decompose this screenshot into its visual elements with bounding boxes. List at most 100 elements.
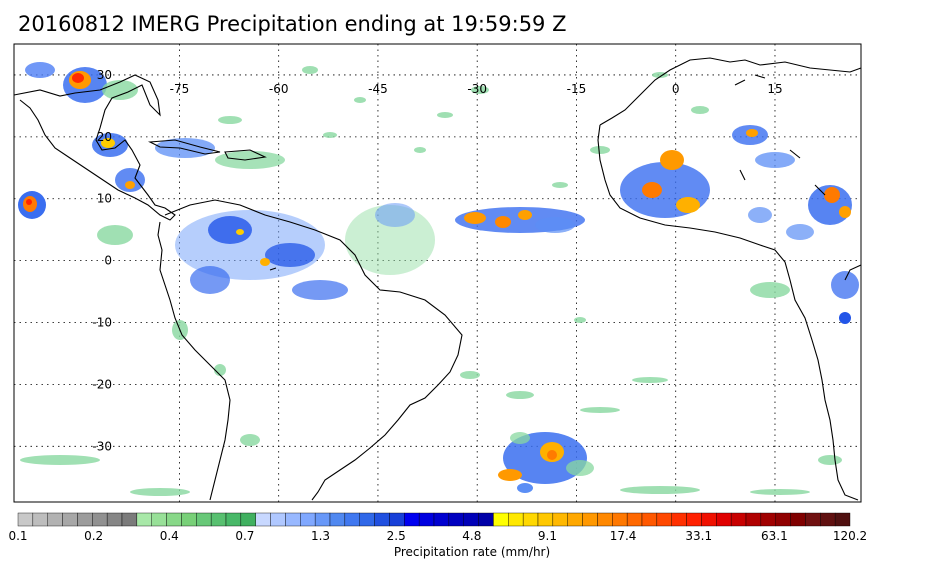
colorbar-swatch (62, 512, 78, 527)
colorbar-swatch (656, 512, 672, 527)
longitude-labels: -75 -60 -45 -30 -15 0 15 (170, 82, 783, 96)
colorbar-swatch (775, 512, 791, 527)
colorbar-swatch (701, 512, 717, 527)
colorbar-tick: 17.4 (610, 529, 637, 543)
coast-cuba (147, 139, 221, 155)
colorbar-swatch (196, 512, 212, 527)
rain-cluster-west-africa (620, 125, 859, 324)
colorbar-swatch (17, 512, 34, 527)
colorbar-swatch (493, 512, 509, 527)
colorbar-swatch (626, 512, 643, 527)
colorbar-swatch (166, 512, 182, 527)
latitude-label: -30 (92, 439, 112, 453)
colorbar-swatch (597, 512, 613, 527)
latitude-labels: 30 20 10 0 -10 -20 -30 (92, 68, 112, 453)
colorbar-swatch (805, 512, 821, 527)
longitude-label: -30 (467, 82, 487, 96)
colorbar-swatch (106, 512, 123, 527)
colorbar-swatch (314, 512, 331, 527)
rain-cluster-pacific (18, 191, 133, 245)
coast-africa-bulge (597, 124, 859, 501)
coastlines (13, 57, 862, 501)
colorbar-swatch (582, 512, 598, 527)
coast-africa-west (599, 57, 862, 126)
colorbar-swatch (151, 512, 167, 527)
colorbar-swatch (374, 512, 390, 527)
colorbar-swatch (612, 512, 628, 527)
colorbar-swatch (300, 512, 316, 527)
colorbar-swatch (641, 512, 658, 527)
colorbar-swatch (716, 512, 732, 527)
colorbar-swatch (121, 512, 138, 527)
longitude-label: 15 (767, 82, 782, 96)
latitude-label: -20 (92, 377, 112, 391)
colorbar-tick: 0.4 (160, 529, 179, 543)
colorbar-swatch (359, 512, 375, 527)
colorbar-swatch (240, 512, 256, 527)
map-title: 20160812 IMERG Precipitation ending at 1… (18, 12, 567, 36)
colorbar-swatch (418, 512, 435, 527)
coast-south-america (157, 199, 463, 501)
colorbar-swatch (32, 512, 48, 527)
colorbar-swatch (567, 512, 583, 527)
colorbar-swatch (730, 512, 747, 527)
colorbar-swatch (136, 512, 152, 527)
coast-fragments (269, 74, 826, 271)
colorbar-swatch (77, 512, 93, 527)
rain-scatter (20, 66, 842, 496)
rain-cluster-atlantic-itcz (455, 207, 585, 233)
latitude-label: 0 (104, 254, 112, 268)
colorbar-label: Precipitation rate (mm/hr) (393, 545, 551, 559)
colorbar-swatch (285, 512, 301, 527)
colorbar-swatch (790, 512, 806, 527)
colorbar-tick: 0.7 (235, 529, 254, 543)
latitude-label: 10 (97, 192, 112, 206)
longitude-label: 0 (672, 82, 680, 96)
rain-cluster-gulf (25, 62, 138, 103)
rain-cluster-amazon (175, 203, 435, 300)
colorbar-tick: 33.1 (685, 529, 712, 543)
colorbar-swatch (225, 512, 242, 527)
colorbar-swatch (329, 512, 346, 527)
colorbar-tick: 4.8 (462, 529, 481, 543)
coast-africa-east (844, 264, 862, 281)
colorbar-swatch (478, 512, 494, 527)
colorbar-swatches (17, 512, 851, 527)
rain-cluster-south-atlantic (498, 432, 594, 493)
latitude-label: -10 (92, 316, 112, 330)
colorbar-swatch (760, 512, 776, 527)
colorbar-swatch (47, 512, 63, 527)
colorbar-tick: 0.1 (8, 529, 27, 543)
colorbar-swatch (686, 512, 702, 527)
colorbar-swatch (745, 512, 762, 527)
colorbar-swatch (181, 512, 197, 527)
colorbar-swatch (389, 512, 405, 527)
colorbar-swatch (210, 512, 227, 527)
colorbar-swatch (255, 512, 271, 527)
colorbar-swatch (834, 512, 851, 527)
map-frame (13, 43, 862, 503)
colorbar-tick: 2.5 (387, 529, 406, 543)
colorbar-swatch (433, 512, 450, 527)
colorbar-swatch (270, 512, 286, 527)
colorbar-swatch (552, 512, 568, 527)
colorbar-swatch (404, 512, 420, 527)
colorbar-tick: 0.2 (84, 529, 103, 543)
longitude-label: -75 (170, 82, 190, 96)
latitude-label: 20 (97, 130, 112, 144)
colorbar-swatch (508, 512, 524, 527)
longitude-label: -15 (567, 82, 587, 96)
latitude-label: 30 (97, 68, 112, 82)
colorbar-swatch (522, 512, 539, 527)
longitude-label: -45 (368, 82, 388, 96)
longitude-label: -60 (269, 82, 289, 96)
colorbar-tick-labels: 0.1 0.2 0.4 0.7 1.3 2.5 4.8 9.1 17.4 33.1 63.1 120.… (8, 529, 867, 543)
colorbar-tick: 9.1 (538, 529, 557, 543)
coast-north-america (13, 74, 176, 221)
graticule (14, 44, 861, 502)
colorbar-tick: 1.3 (311, 529, 330, 543)
colorbar-tick: 63.1 (761, 529, 788, 543)
colorbar-swatch (463, 512, 479, 527)
